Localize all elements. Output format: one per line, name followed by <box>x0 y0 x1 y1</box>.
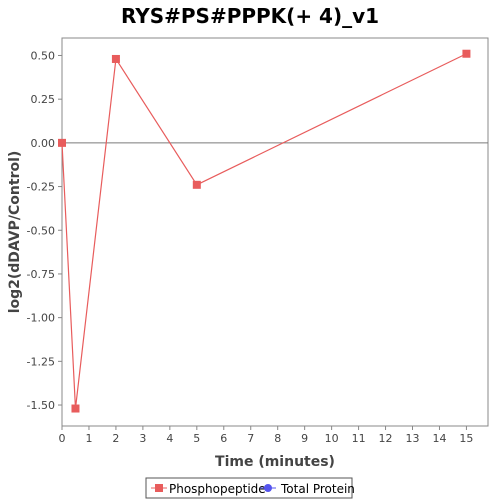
y-tick-label: 0.25 <box>31 93 56 106</box>
y-tick-label: 0.50 <box>31 49 56 62</box>
x-tick-label: 2 <box>112 432 119 445</box>
x-tick-label: 7 <box>247 432 254 445</box>
y-axis-label: log2(dDAVP/Control) <box>7 151 23 314</box>
x-tick-label: 15 <box>459 432 473 445</box>
x-tick-label: 5 <box>193 432 200 445</box>
y-tick-label: -1.25 <box>27 355 55 368</box>
y-tick-label: -0.25 <box>27 181 55 194</box>
x-tick-label: 14 <box>432 432 446 445</box>
y-tick-label: 0.00 <box>31 137 56 150</box>
data-point <box>462 49 471 58</box>
data-point <box>192 180 201 189</box>
legend-box <box>145 477 353 499</box>
chart-title: RYS#PS#PPPK(+ 4)_v1 <box>121 4 379 28</box>
x-tick-label: 6 <box>220 432 227 445</box>
y-axis: 0.50 0.25 0.00 -0.25 -0.50 -0.75 -1.00 -1.25 -1.… <box>27 49 62 412</box>
x-tick-label: 3 <box>139 432 146 445</box>
y-tick-label: -1.50 <box>27 399 55 412</box>
x-tick-label: 1 <box>85 432 92 445</box>
y-tick-label: -0.50 <box>27 224 55 237</box>
legend-marker-total-protein <box>264 484 272 492</box>
legend-marker-phosphopeptide <box>155 484 163 492</box>
plot-area <box>61 37 489 427</box>
data-point <box>58 138 66 147</box>
y-tick-label: -0.75 <box>27 268 55 281</box>
data-point <box>111 54 120 63</box>
x-tick-label: 0 <box>59 432 66 445</box>
legend: Phosphopeptide Total Protein <box>145 477 355 499</box>
x-axis: 0 1 2 3 4 5 6 7 8 9 10 11 12 13 14 15 <box>59 426 473 445</box>
x-tick-label: 10 <box>325 432 339 445</box>
x-tick-label: 9 <box>301 432 308 445</box>
x-tick-label: 13 <box>406 432 420 445</box>
series-layer <box>58 49 471 413</box>
legend-label-phosphopeptide: Phosphopeptide <box>169 482 266 496</box>
x-tick-label: 8 <box>274 432 281 445</box>
x-tick-label: 4 <box>166 432 173 445</box>
x-axis-label: Time (minutes) <box>215 454 335 470</box>
legend-label-total-protein: Total Protein <box>280 482 355 496</box>
y-tick-label: -1.00 <box>27 312 55 325</box>
x-tick-label: 11 <box>352 432 366 445</box>
data-point <box>71 404 80 413</box>
x-tick-label: 12 <box>379 432 393 445</box>
